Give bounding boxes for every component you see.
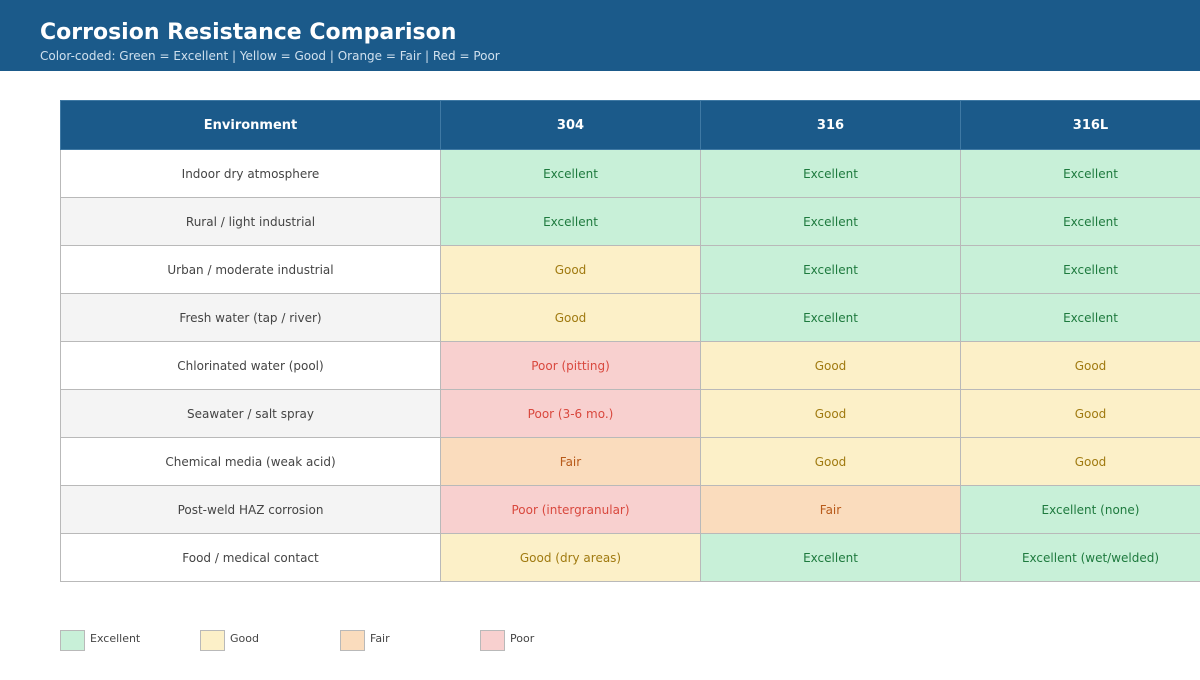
rating-cell: Good [960, 437, 1200, 486]
rating-cell: Good [700, 389, 961, 438]
legend-swatch [480, 630, 505, 651]
table-row: Indoor dry atmosphere Excellent Excellent E… [60, 149, 1200, 198]
column-header-304: 304 [440, 100, 701, 150]
rating-legend: Excellent Good Fair Poor [60, 630, 580, 651]
rating-cell: Fair [700, 485, 961, 534]
rating-cell: Good [700, 341, 961, 390]
rating-cell: Excellent [960, 197, 1200, 246]
rating-cell: Poor (pitting) [440, 341, 701, 390]
environment-cell: Post-weld HAZ corrosion [60, 485, 441, 534]
table-row: Seawater / salt spray Poor (3-6 mo.) Good G… [60, 389, 1200, 438]
rating-cell: Excellent [700, 245, 961, 294]
rating-cell: Excellent [960, 245, 1200, 294]
table-row: Chemical media (weak acid) Fair Good Good [60, 437, 1200, 486]
environment-cell: Chemical media (weak acid) [60, 437, 441, 486]
rating-cell: Excellent (wet/welded) [960, 533, 1200, 582]
environment-cell: Chlorinated water (pool) [60, 341, 441, 390]
rating-cell: Excellent (none) [960, 485, 1200, 534]
table-row: Post-weld HAZ corrosion Poor (intergranul… [60, 485, 1200, 534]
column-header-environment: Environment [60, 100, 441, 150]
corrosion-comparison-table: Environment 304 316 316L Indoor dry atmo… [60, 100, 1200, 582]
column-header-316l: 316L [960, 100, 1200, 150]
environment-cell: Indoor dry atmosphere [60, 149, 441, 198]
table-row: Food / medical contact Good (dry areas) Ex… [60, 533, 1200, 582]
page-subtitle: Color-coded: Green = Excellent | Yellow … [40, 49, 500, 63]
rating-cell: Poor (3-6 mo.) [440, 389, 701, 438]
rating-cell: Excellent [440, 197, 701, 246]
legend-label: Good [230, 632, 259, 645]
page-header: Corrosion Resistance Comparison Color-co… [0, 0, 1200, 71]
rating-cell: Excellent [700, 197, 961, 246]
table-header-row: Environment 304 316 316L [60, 100, 1200, 150]
table-row: Rural / light industrial Excellent Excelle… [60, 197, 1200, 246]
table-body: Indoor dry atmosphere Excellent Excellent E… [60, 149, 1200, 582]
environment-cell: Rural / light industrial [60, 197, 441, 246]
column-header-316: 316 [700, 100, 961, 150]
rating-cell: Good [960, 389, 1200, 438]
rating-cell: Good [440, 245, 701, 294]
rating-cell: Excellent [700, 149, 961, 198]
table-row: Fresh water (tap / river) Good Excellent Ex… [60, 293, 1200, 342]
environment-cell: Fresh water (tap / river) [60, 293, 441, 342]
rating-cell: Fair [440, 437, 701, 486]
table-row: Chlorinated water (pool) Poor (pitting) Go… [60, 341, 1200, 390]
page-title: Corrosion Resistance Comparison [40, 20, 457, 45]
rating-cell: Excellent [960, 149, 1200, 198]
rating-cell: Good [700, 437, 961, 486]
environment-cell: Food / medical contact [60, 533, 441, 582]
rating-cell: Excellent [960, 293, 1200, 342]
rating-cell: Good [440, 293, 701, 342]
legend-label: Excellent [90, 632, 141, 645]
environment-cell: Seawater / salt spray [60, 389, 441, 438]
table-row: Urban / moderate industrial Good Excellent… [60, 245, 1200, 294]
rating-cell: Good [960, 341, 1200, 390]
comparison-table-container: Environment 304 316 316L Indoor dry atmo… [60, 100, 1200, 582]
environment-cell: Urban / moderate industrial [60, 245, 441, 294]
legend-swatch [60, 630, 85, 651]
legend-label: Poor [510, 632, 535, 645]
legend-swatch [200, 630, 225, 651]
legend-swatch [340, 630, 365, 651]
rating-cell: Poor (intergranular) [440, 485, 701, 534]
rating-cell: Excellent [440, 149, 701, 198]
rating-cell: Excellent [700, 293, 961, 342]
rating-cell: Excellent [700, 533, 961, 582]
legend-label: Fair [370, 632, 390, 645]
rating-cell: Good (dry areas) [440, 533, 701, 582]
